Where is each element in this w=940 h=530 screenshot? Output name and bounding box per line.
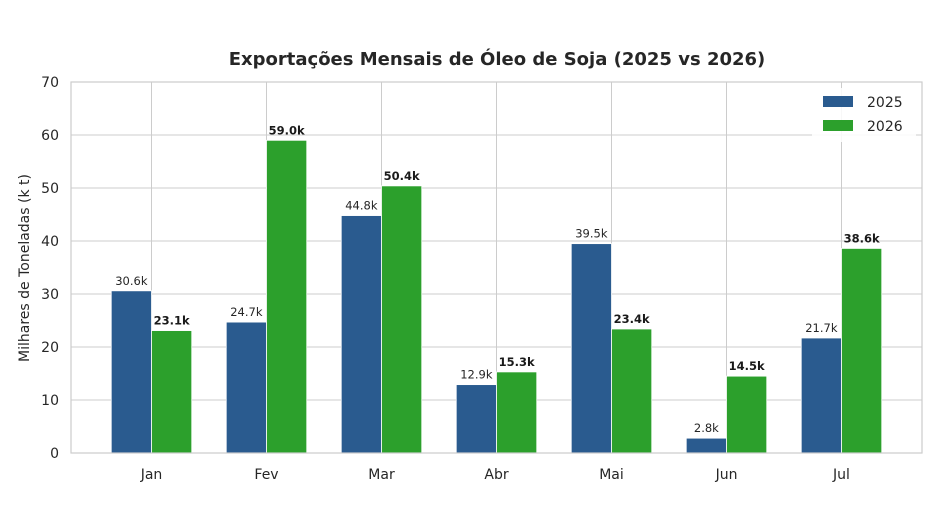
y-tick-label: 30 <box>41 287 59 303</box>
y-tick-label: 20 <box>41 340 59 356</box>
plot-frame <box>70 81 923 454</box>
x-tick-label-Jul: Jul <box>832 467 850 483</box>
x-tick-label-Jan: Jan <box>140 467 163 483</box>
x-tick-label-Mai: Mai <box>599 467 624 483</box>
data-label-2025-Jan: 30.6k <box>115 274 148 288</box>
data-label-2026-Jul: 38.6k <box>844 231 880 245</box>
legend-swatch-2026 <box>823 120 853 131</box>
bars <box>110 139 883 454</box>
legend-swatch-2025 <box>823 96 853 107</box>
bar-2026-Jul <box>841 248 883 454</box>
bar-2025-Jan <box>110 290 152 454</box>
data-label-2026-Jan: 23.1k <box>154 314 190 328</box>
bar-2025-Mai <box>570 243 612 454</box>
data-label-2026-Mai: 23.4k <box>614 312 650 326</box>
data-label-2026-Mar: 50.4k <box>384 169 420 183</box>
y-tick-label: 0 <box>50 446 59 462</box>
bar-2025-Abr <box>455 384 497 454</box>
data-label-2025-Jul: 21.7k <box>805 321 838 335</box>
data-label-2026-Abr: 15.3k <box>499 355 535 369</box>
x-tick-labels: Jan Fev Mar Abr Mai Jun Jul <box>140 467 850 483</box>
bar-2026-Jun <box>726 375 768 454</box>
data-label-2025-Abr: 12.9k <box>460 368 493 382</box>
x-tick-label-Fev: Fev <box>254 467 278 483</box>
bar-2026-Fev <box>266 139 308 454</box>
bar-labels: 30.6k 24.7k 44.8k 12.9k 39.5k 2.8k 21.7k 23.1k 5… <box>115 123 880 435</box>
x-tick-label-Abr: Abr <box>484 467 508 483</box>
y-tick-label: 40 <box>41 234 59 250</box>
bar-2025-Fev <box>225 321 267 454</box>
legend-label-2026: 2026 <box>867 119 903 135</box>
data-label-2025-Jun: 2.8k <box>694 421 719 435</box>
data-label-2026-Fev: 59.0k <box>269 123 305 137</box>
y-tick-labels: 0 10 20 30 40 50 60 70 <box>41 75 59 462</box>
y-tick-label: 70 <box>41 75 59 91</box>
bar-2026-Mai <box>611 328 653 454</box>
bar-2025-Mar <box>340 215 382 454</box>
chart-title: Exportações Mensais de Óleo de Soja (202… <box>229 48 766 70</box>
legend: 2025 2026 <box>812 88 916 142</box>
bar-2026-Jan <box>151 330 193 454</box>
axes <box>70 81 923 454</box>
x-tick-label-Mar: Mar <box>368 467 395 483</box>
y-tick-label: 50 <box>41 181 59 197</box>
bar-2025-Jun <box>685 437 727 454</box>
x-tick-label-Jun: Jun <box>715 467 738 483</box>
y-tick-label: 10 <box>41 393 59 409</box>
data-label-2025-Mar: 44.8k <box>345 199 378 213</box>
data-label-2025-Mai: 39.5k <box>575 227 608 241</box>
bar-2026-Abr <box>496 371 538 454</box>
legend-label-2025: 2025 <box>867 95 903 111</box>
bar-2026-Mar <box>381 185 423 454</box>
y-axis-label: Milhares de Toneladas (k t) <box>17 174 33 362</box>
y-tick-label: 60 <box>41 128 59 144</box>
data-label-2026-Jun: 14.5k <box>729 359 765 373</box>
bar-2025-Jul <box>800 337 842 454</box>
data-label-2025-Fev: 24.7k <box>230 305 263 319</box>
